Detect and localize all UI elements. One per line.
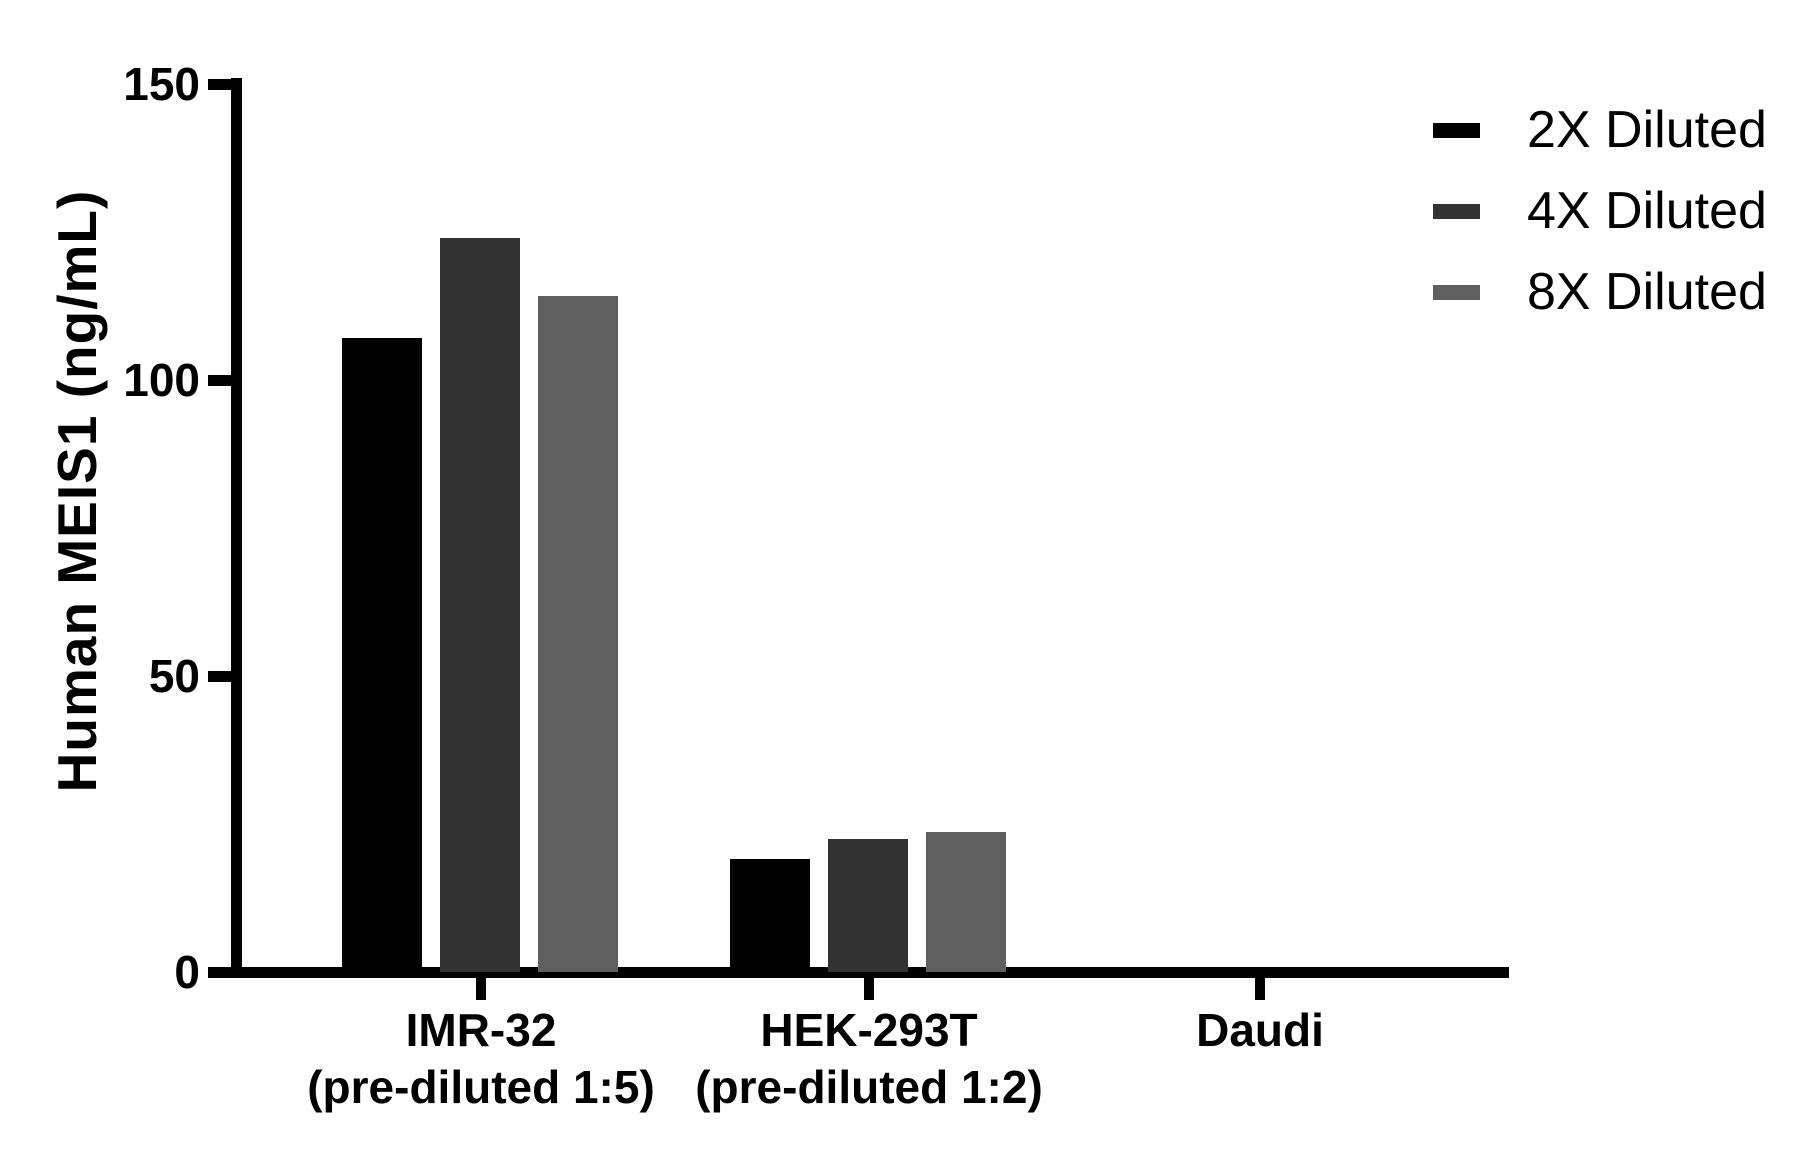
bar-2x-diluted-hek-293t — [730, 859, 810, 972]
bar-8x-diluted-hek-293t — [926, 832, 1006, 972]
bar-4x-diluted-hek-293t — [828, 839, 908, 972]
category-note: (pre-diluted 1:5) — [307, 1061, 655, 1113]
x-tick — [864, 978, 874, 1000]
bar-2x-diluted-imr-32 — [342, 338, 422, 972]
legend-label: 8X Diluted — [1527, 263, 1767, 321]
legend-swatch — [1433, 284, 1480, 300]
category-name: IMR-32 — [405, 1004, 557, 1056]
y-tick-label: 50 — [148, 650, 200, 702]
y-tick-label: 0 — [174, 946, 200, 998]
legend-row: 4X Diluted — [1433, 182, 1767, 240]
category-label: IMR-32 (pre-diluted 1:5) — [161, 1002, 801, 1116]
y-tick — [208, 670, 234, 682]
y-tick-label: 100 — [123, 354, 200, 406]
legend-row: 8X Diluted — [1433, 263, 1767, 321]
y-tick — [208, 374, 234, 386]
legend-label: 2X Diluted — [1527, 101, 1767, 159]
legend-swatch — [1433, 203, 1480, 219]
legend-row: 2X Diluted — [1433, 101, 1767, 159]
x-tick — [476, 978, 486, 1000]
y-tick — [208, 966, 234, 978]
y-tick — [208, 78, 234, 90]
y-tick-label: 150 — [123, 58, 200, 110]
bar-4x-diluted-imr-32 — [440, 238, 520, 972]
category-note: (pre-diluted 1:2) — [695, 1061, 1043, 1113]
category-label: Daudi — [940, 1002, 1580, 1059]
category-name: Daudi — [1196, 1004, 1324, 1056]
bar-8x-diluted-imr-32 — [538, 296, 618, 972]
y-axis-line — [231, 78, 242, 978]
x-axis-line — [208, 967, 1509, 978]
category-label: HEK-293T (pre-diluted 1:2) — [549, 1002, 1189, 1116]
category-name: HEK-293T — [760, 1004, 978, 1056]
x-tick — [1255, 978, 1265, 1000]
legend-swatch — [1433, 122, 1480, 138]
legend-label: 4X Diluted — [1527, 182, 1767, 240]
